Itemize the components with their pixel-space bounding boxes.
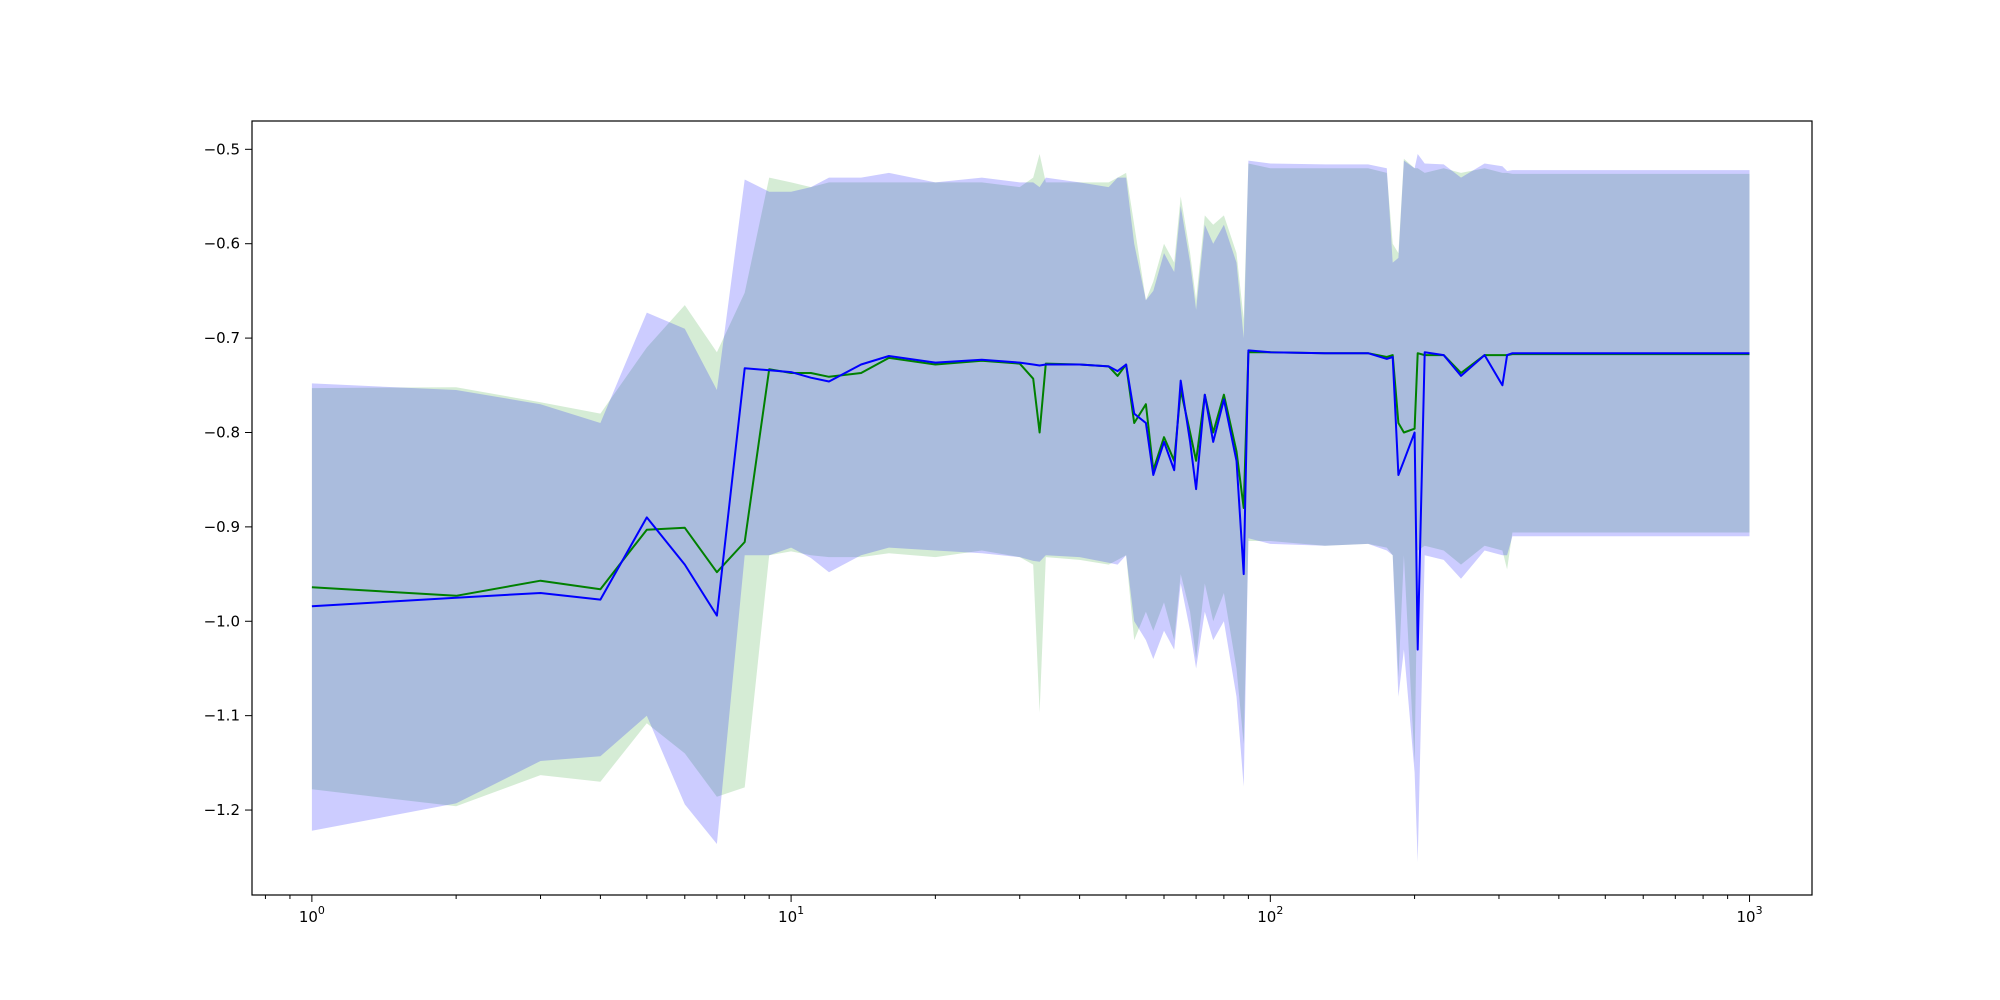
plot-frame xyxy=(251,120,1813,896)
y-tick-label: −0.5 xyxy=(204,140,240,158)
y-tick-label: −1.0 xyxy=(204,612,240,630)
confidence-bands xyxy=(311,154,1750,862)
x-tick-base: 10 xyxy=(1736,908,1755,926)
x-tick-label: 102 xyxy=(1257,904,1283,926)
x-tick-exponent: 2 xyxy=(1276,904,1283,917)
x-tick-exponent: 3 xyxy=(1756,904,1763,917)
x-tick-base: 10 xyxy=(1257,908,1276,926)
y-tick-label: −1.2 xyxy=(204,801,240,819)
series-1-band xyxy=(311,154,1750,807)
x-tick-label: 100 xyxy=(299,904,325,926)
x-tick-label: 103 xyxy=(1736,904,1762,926)
x-tick-label: 101 xyxy=(778,904,804,926)
y-axis-ticks: −0.5 −0.6 −0.7 −0.8 −0.9 −1.0 −1.1 −1.2 xyxy=(204,140,252,819)
x-tick-base: 10 xyxy=(299,908,318,926)
y-tick-label: −0.6 xyxy=(204,235,240,253)
x-tick-exponent: 0 xyxy=(318,904,325,917)
y-tick-label: −0.8 xyxy=(204,423,240,441)
x-axis-ticks: 100 101 102 103 xyxy=(264,895,1763,926)
series-lines xyxy=(311,349,1750,651)
series-2-line xyxy=(311,349,1750,651)
x-tick-base: 10 xyxy=(778,908,797,926)
y-tick-label: −0.7 xyxy=(204,329,240,347)
y-tick-label: −0.9 xyxy=(204,518,240,536)
series-2-band xyxy=(311,154,1750,862)
y-tick-label: −1.1 xyxy=(204,707,240,725)
x-tick-exponent: 1 xyxy=(797,904,804,917)
